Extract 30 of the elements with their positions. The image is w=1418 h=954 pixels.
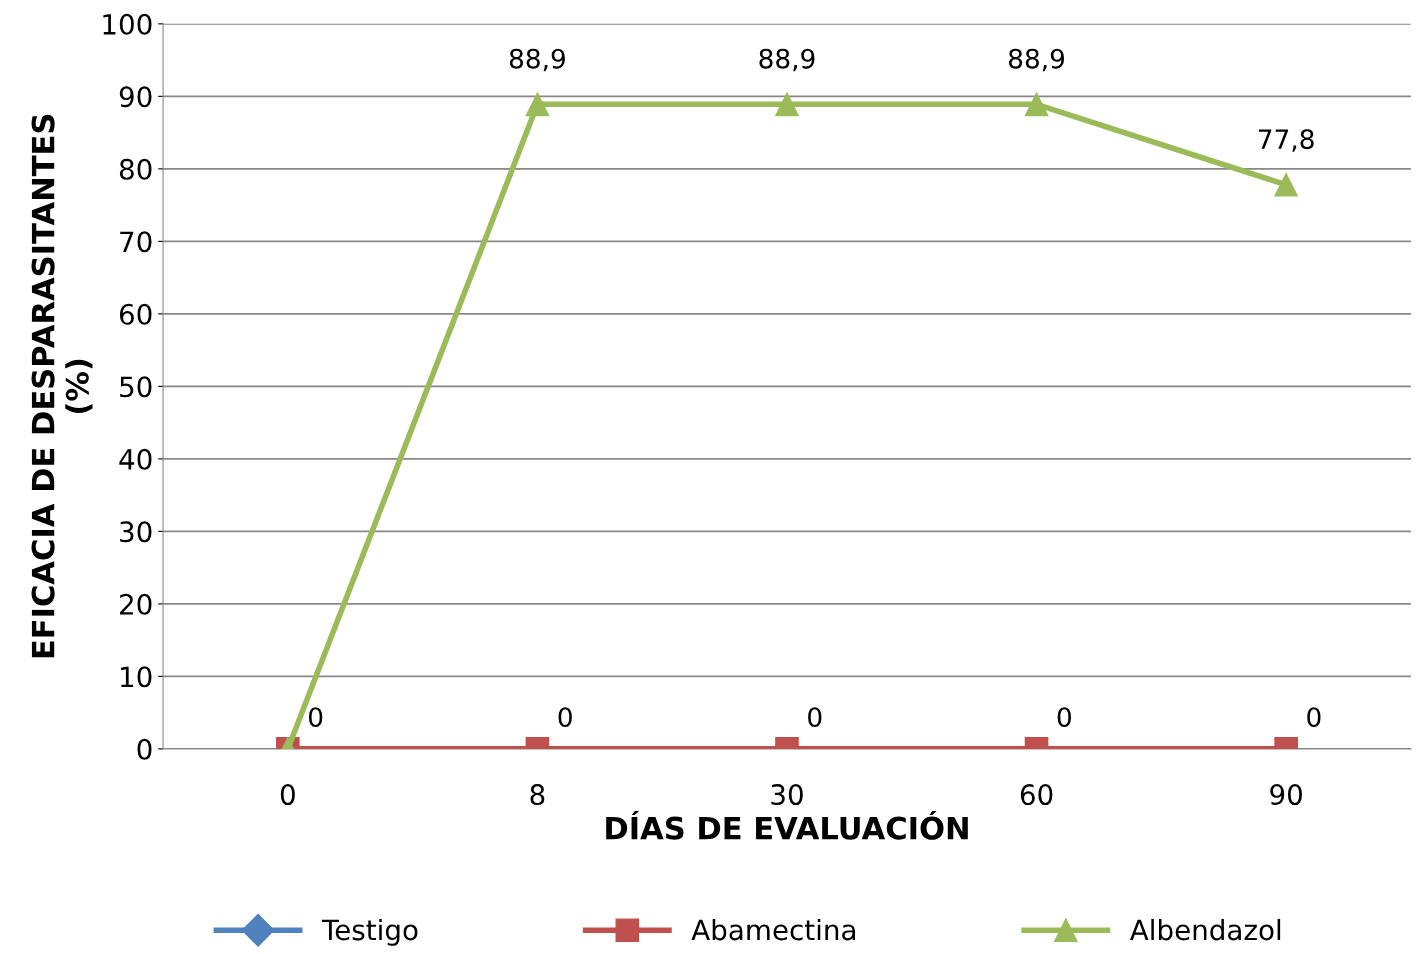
data-label: 0 xyxy=(1307,707,1321,728)
legend-label: Testigo xyxy=(321,918,418,946)
x-tick-label: 0 xyxy=(280,784,295,806)
y-tick-label: 20 xyxy=(120,593,152,615)
y-tick-label: 70 xyxy=(120,231,152,253)
x-tick-label: 60 xyxy=(1020,784,1053,806)
data-label: 0 xyxy=(808,707,822,728)
y-tick-label: 30 xyxy=(120,521,152,543)
legend-label: Abamectina xyxy=(691,918,855,941)
data-label: 88,9 xyxy=(759,48,815,72)
y-tick-label: 50 xyxy=(120,376,152,398)
data-label: 88,9 xyxy=(1008,48,1065,72)
y-tick-label: 80 xyxy=(119,158,152,180)
x-tick-label: 30 xyxy=(771,784,803,806)
x-tick-label: 8 xyxy=(530,784,545,806)
legend-label: Albendazol xyxy=(1129,918,1281,941)
x-axis-title: DÍAS DE EVALUACIÓN xyxy=(606,811,968,840)
y-tick-label: 0 xyxy=(137,738,152,760)
data-label: 0 xyxy=(1057,707,1071,728)
y-tick-label: 100 xyxy=(103,13,152,35)
y-tick-label: 10 xyxy=(121,666,152,688)
y-tick-label: 60 xyxy=(119,303,152,325)
y-tick-label: 40 xyxy=(119,448,152,470)
y-tick-label: 90 xyxy=(119,86,152,108)
y-axis-title: EFICACIA DE DESPARASITANTES (%) xyxy=(31,114,93,658)
data-label: 77,8 xyxy=(1258,129,1314,152)
data-label: 88,9 xyxy=(509,48,565,72)
data-label: 0 xyxy=(558,707,572,728)
x-tick-label: 90 xyxy=(1270,784,1302,806)
data-label: 0 xyxy=(308,707,323,728)
